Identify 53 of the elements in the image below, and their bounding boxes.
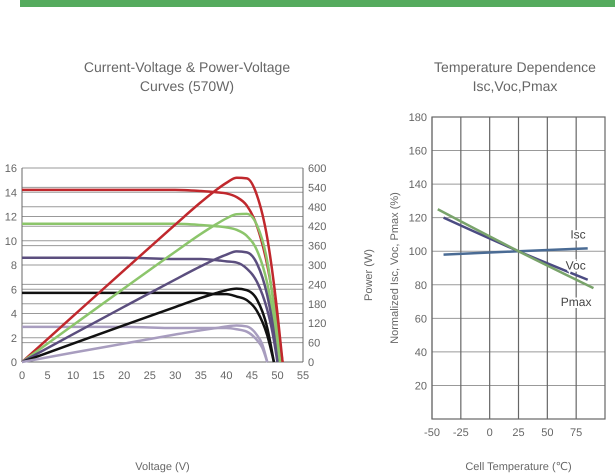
x-tick-label: 25	[512, 427, 525, 439]
y-tick-label: 60	[414, 313, 427, 326]
x-tick-label: 10	[66, 370, 80, 382]
y2-tick-label: 240	[308, 279, 326, 292]
y2-tick-label: 120	[308, 318, 326, 330]
x-tick-label: 75	[570, 427, 582, 439]
y-tick-label: 80	[414, 280, 427, 292]
y-tick-label: 12	[4, 212, 17, 224]
x-tick-label: 40	[220, 370, 232, 382]
x-tick-label: 30	[169, 370, 182, 382]
y-tick-label: 4	[10, 308, 17, 320]
chart-title: Current-Voltage & Power-Voltage Curves (570W)	[84, 59, 290, 94]
x-tick-label: 15	[92, 370, 105, 382]
y-tick-label: 10	[4, 236, 17, 248]
y2-tick-label: 480	[308, 202, 326, 214]
y-tick-label: 140	[408, 179, 427, 192]
x-tick-label: 45	[246, 370, 258, 382]
y2-tick-label: 60	[308, 338, 320, 350]
y2-tick-label: 600	[308, 163, 326, 175]
y2-tick-label: 420	[308, 221, 326, 234]
x-tick-label: 0	[486, 427, 493, 439]
x-axis-title: Voltage (V)	[135, 461, 190, 473]
y2-tick-label: 300	[308, 260, 326, 272]
y-tick-label: 2	[10, 332, 17, 345]
x-tick-label: -50	[424, 427, 440, 439]
x-tick-label: 0	[18, 370, 26, 382]
y-tick-label: 8	[10, 260, 17, 272]
x-axis-title: Cell Temperature (℃)	[465, 461, 572, 473]
x-tick-label: 50	[271, 370, 284, 382]
y-tick-label: 6	[10, 284, 17, 296]
y2-tick-label: 180	[308, 298, 326, 311]
y2-axis-title: Power (W)	[363, 249, 375, 301]
x-tick-label: 50	[541, 427, 554, 439]
x-tick-label: 35	[194, 370, 207, 382]
y-tick-label: 100	[408, 246, 427, 258]
y-tick-label: 160	[408, 146, 427, 158]
x-tick-label: -25	[452, 427, 469, 439]
y-tick-label: 180	[408, 112, 427, 124]
y-tick-label: 120	[408, 212, 427, 225]
y-tick-label: 14	[4, 187, 17, 200]
y2-tick-label: 0	[308, 357, 314, 369]
x-tick-label: 55	[296, 370, 310, 382]
x-tick-label: 20	[118, 370, 130, 382]
x-tick-label: 25	[144, 370, 156, 382]
y-axis-title: Normalized Isc, Voc, Pmax (%)	[389, 192, 401, 344]
y-tick-label: 40	[414, 346, 427, 359]
y2-tick-label: 540	[308, 182, 326, 194]
y-tick-label: 16	[4, 163, 17, 175]
chart-title: Temperature Dependence Isc,Voc,Pmax	[434, 59, 596, 94]
y-tick-label: 20	[414, 380, 427, 392]
y-tick-label: 0	[10, 357, 17, 369]
y2-tick-label: 360	[308, 240, 326, 253]
x-tick-label: 5	[44, 370, 51, 382]
